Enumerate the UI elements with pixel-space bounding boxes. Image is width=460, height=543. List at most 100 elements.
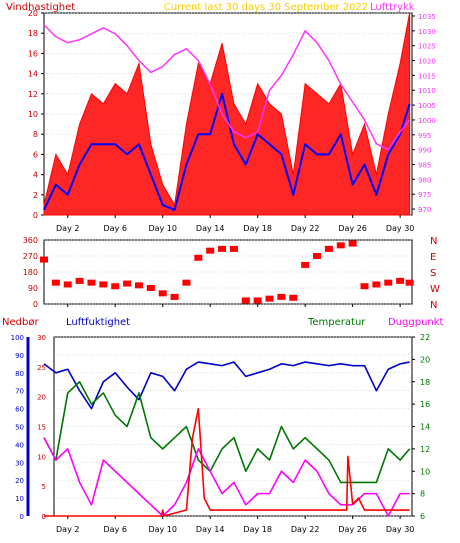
- pressure-tick-label: 1015: [418, 72, 436, 80]
- direction-point: [206, 247, 215, 254]
- temp-x-tick-label: Day 22: [291, 525, 320, 534]
- direction-point: [146, 285, 155, 291]
- series-rain: [44, 407, 410, 517]
- direction-point: [313, 253, 322, 259]
- temp-tick-label: 14: [420, 423, 430, 432]
- direction-point: [63, 281, 72, 288]
- pressure-tick-label: 980: [418, 176, 431, 184]
- direction-point: [277, 293, 286, 300]
- direction-point: [360, 283, 369, 290]
- compass-label: S: [430, 268, 436, 279]
- wind-x-tick-label: Day 14: [196, 224, 225, 233]
- wind-axis-title: Vindhastighet: [6, 2, 75, 13]
- humidity-tick-label: 0: [20, 513, 24, 521]
- pressure-tick-label: 1035: [418, 13, 436, 21]
- wind-left-tick-label: 2: [33, 191, 38, 200]
- temp-x-tick-label: Day 30: [386, 525, 415, 534]
- humidity-tick-label: 10: [15, 495, 24, 503]
- wind-x-tick-label: Day 22: [291, 224, 320, 233]
- direction-point: [229, 245, 238, 252]
- temp-tick-label: 12: [420, 445, 430, 454]
- rain-tick-label: 0: [42, 513, 46, 521]
- dewpoint-axis-title: Duggpunkt: [388, 317, 444, 328]
- wind-left-tick-label: 6: [33, 150, 38, 159]
- direction-point: [336, 242, 345, 249]
- temp-x-tick-label: Day 6: [104, 525, 127, 534]
- wind-left-tick-label: 18: [28, 29, 38, 38]
- rain-axis-title: Nedbør: [2, 317, 39, 328]
- humidity-axis-title: Luftfuktighet: [66, 317, 130, 328]
- wind-left-tick-label: 16: [28, 49, 38, 58]
- temp-tick-label: 22: [420, 333, 430, 342]
- rain-tick-label: 30: [37, 334, 46, 342]
- wind-left-tick-label: 4: [33, 171, 38, 180]
- pressure-tick-label: 995: [418, 132, 431, 140]
- direction-point: [111, 283, 120, 290]
- humidity-tick-label: 60: [15, 406, 24, 414]
- temp-tick-label: 8: [420, 490, 425, 499]
- wind-avg-series: [43, 92, 411, 211]
- rain-tick-label: 10: [37, 453, 46, 461]
- pressure-series: [43, 24, 411, 151]
- direction-point: [182, 279, 191, 286]
- temp-x-tick-label: Day 10: [148, 525, 177, 534]
- rain-tick-label: 15: [37, 424, 46, 432]
- direction-point: [348, 240, 357, 247]
- direction-point: [289, 294, 298, 301]
- direction-point: [99, 281, 108, 288]
- temp-x-tick-label: Day 14: [196, 525, 225, 534]
- wind-x-tick-label: Day 2: [56, 224, 79, 233]
- direction-point: [396, 277, 405, 284]
- humidity-tick-label: 40: [15, 441, 24, 449]
- temp-x-tick-label: Day 18: [243, 525, 272, 534]
- compass-label: E: [430, 252, 436, 263]
- compass-label: W: [430, 284, 440, 295]
- wind-x-tick-label: Day 10: [148, 224, 177, 233]
- direction-point: [265, 295, 274, 302]
- series-temp: [43, 437, 410, 517]
- series-humidity: [43, 361, 410, 410]
- direction-point: [170, 293, 179, 300]
- temp-x-tick-label: Day 2: [56, 525, 79, 534]
- direction-point: [134, 282, 143, 289]
- humidity-tick-label: 20: [15, 477, 24, 485]
- pressure-tick-label: 1025: [418, 43, 436, 51]
- wind-left-tick-label: 0: [33, 211, 38, 220]
- direction-point: [75, 277, 84, 284]
- humidity-tick-label: 80: [15, 370, 24, 378]
- temp-tick-label: 10: [420, 467, 430, 476]
- wind-x-tick-label: Day 30: [386, 224, 415, 233]
- direction-point: [123, 280, 132, 287]
- temp-tick-label: 6: [420, 512, 425, 521]
- direction-point: [301, 261, 310, 268]
- pressure-tick-label: 970: [418, 206, 431, 214]
- rain-tick-label: 20: [37, 394, 46, 402]
- direction-point: [384, 279, 393, 286]
- temp-panel-frame: [53, 336, 413, 517]
- humidity-tick-label: 90: [15, 352, 24, 360]
- direction-point: [372, 281, 381, 288]
- direction-point: [405, 279, 414, 286]
- direction-tick-label: 270: [23, 252, 38, 261]
- humidity-tick-label: 50: [15, 424, 24, 432]
- temperature-axis-title: Temperatur: [307, 317, 366, 328]
- direction-tick-label: 180: [23, 268, 38, 277]
- wind-x-tick-label: Day 6: [104, 224, 127, 233]
- direction-tick-label: 90: [28, 284, 38, 293]
- direction-point: [324, 245, 333, 252]
- rain-tick-label: 25: [37, 364, 46, 372]
- rain-tick-label: 5: [42, 483, 46, 491]
- pressure-tick-label: 985: [418, 162, 431, 170]
- direction-point: [253, 297, 262, 304]
- wind-left-tick-label: 10: [28, 110, 38, 119]
- humidity-tick-label: 100: [11, 334, 24, 342]
- chart-title: Current last 30 days 30 September 2022: [164, 2, 368, 13]
- direction-point: [87, 279, 96, 286]
- compass-label: N: [430, 236, 437, 247]
- wind-left-tick-label: 8: [33, 130, 38, 139]
- wind-x-tick-label: Day 26: [338, 224, 367, 233]
- pressure-axis-title: Lufttrykk: [370, 2, 415, 13]
- compass-label: N: [430, 300, 437, 311]
- temp-x-tick-label: Day 26: [338, 525, 367, 534]
